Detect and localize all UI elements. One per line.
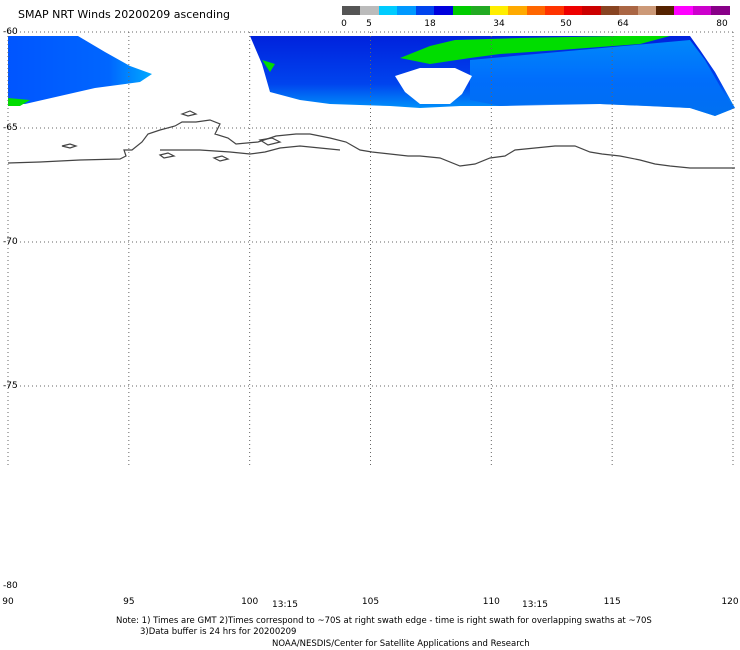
- wind-swath-left-green: [8, 98, 30, 106]
- coastline-ice-shelf: [160, 145, 341, 155]
- colorbar-segment: [563, 6, 583, 15]
- note-line-3: NOAA/NESDIS/Center for Satellite Applica…: [272, 639, 530, 649]
- colorbar-segment: [655, 6, 675, 15]
- longitude-tick-label: 115: [603, 597, 621, 607]
- data-gap-hole: [395, 68, 472, 104]
- colorbar-tick-label: 0: [341, 19, 347, 29]
- longitude-tick-label: 110: [482, 597, 500, 607]
- latitude-tick-label: -60: [3, 27, 18, 37]
- colorbar-segment: [545, 6, 564, 15]
- colorbar-tick-label: 5: [366, 19, 372, 29]
- island-4: [258, 137, 282, 146]
- wind-swath-edge-green: [262, 60, 275, 72]
- island-3: [180, 110, 198, 117]
- island-5: [212, 155, 230, 162]
- island-1: [61, 143, 78, 149]
- colorbar-segment: [397, 6, 416, 15]
- latitude-tick-label: -65: [3, 123, 18, 133]
- colorbar-segment: [526, 6, 546, 15]
- colorbar-segment: [360, 6, 379, 15]
- colorbar-segment: [674, 6, 693, 15]
- map-title: SMAP NRT Winds 20200209 ascending: [18, 8, 231, 21]
- colorbar-segment: [692, 6, 712, 15]
- colorbar-segment: [378, 6, 398, 15]
- longitude-tick-label: 90: [2, 597, 14, 607]
- wind-swath-green: [400, 36, 670, 64]
- swath-time-label: 13:15: [522, 600, 548, 610]
- wind-speed-colorbar: [342, 6, 730, 15]
- latitude-tick-label: -70: [3, 237, 18, 247]
- colorbar-tick-label: 50: [560, 19, 572, 29]
- note-line-1: Note: 1) Times are GMT 2)Times correspon…: [116, 616, 652, 626]
- colorbar-segment: [619, 6, 638, 15]
- wind-swath-left: [8, 36, 152, 104]
- longitude-tick-label: 100: [241, 597, 259, 607]
- coastline: [7, 119, 735, 169]
- longitude-tick-label: 105: [361, 597, 380, 607]
- colorbar-tick-label: 18: [424, 19, 436, 29]
- colorbar-tick-label: 64: [617, 19, 629, 29]
- longitude-tick-label: 95: [123, 597, 135, 607]
- latitude-tick-label: -75: [3, 381, 18, 391]
- note-line-2: 3)Data buffer is 24 hrs for 20200209: [140, 627, 297, 637]
- colorbar-segment: [415, 6, 435, 15]
- colorbar-segment: [434, 6, 453, 15]
- lat-lon-grid: [7, 31, 734, 465]
- wind-swath-right: [470, 40, 735, 116]
- colorbar-segment: [508, 6, 527, 15]
- colorbar-segment: [342, 6, 361, 15]
- longitude-tick-label: 120: [721, 597, 739, 607]
- colorbar-segment: [489, 6, 509, 15]
- swath-time-label: 13:15: [272, 600, 298, 610]
- colorbar-segment: [582, 6, 601, 15]
- colorbar-tick-label: 80: [716, 19, 728, 29]
- colorbar-segment: [711, 6, 730, 15]
- colorbar-segment: [471, 6, 490, 15]
- colorbar-tick-label: 34: [493, 19, 505, 29]
- colorbar-segment: [600, 6, 620, 15]
- latitude-tick-label: -80: [3, 581, 18, 591]
- island-2: [158, 152, 176, 159]
- colorbar-segment: [637, 6, 656, 15]
- colorbar-segment: [452, 6, 472, 15]
